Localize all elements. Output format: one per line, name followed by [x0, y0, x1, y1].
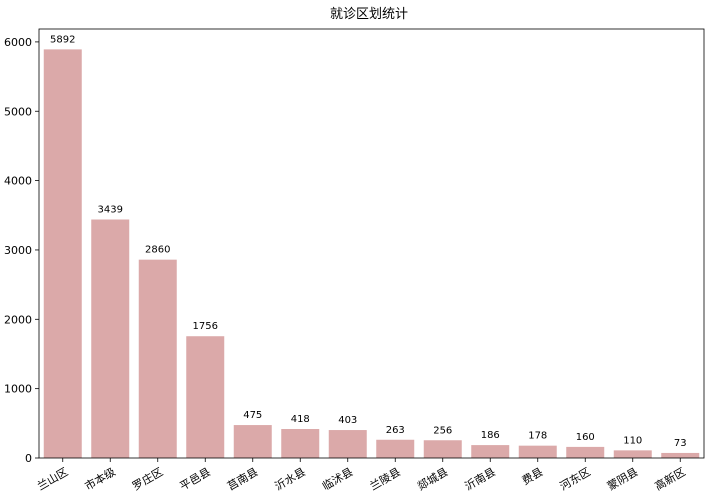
- data-label-14: 73: [674, 438, 687, 449]
- x-tick-label-8: 兰陵县: [368, 465, 403, 493]
- x-tick-label-4: 平邑县: [178, 465, 213, 493]
- data-label-4: 1756: [193, 321, 218, 332]
- y-tick-label-7: 6000: [4, 36, 32, 49]
- x-tick-label-12: 河东区: [558, 465, 593, 493]
- bar-9: [423, 440, 462, 458]
- x-tick-label-2: 市本级: [82, 464, 118, 493]
- x-tick-label-14: 高新区: [652, 464, 688, 493]
- data-label-2: 3439: [98, 205, 123, 216]
- y-tick-label-2: 1000: [4, 383, 32, 396]
- x-tick-label-3: 罗庄区: [130, 464, 166, 493]
- y-tick-label-5: 4000: [4, 175, 32, 188]
- plot-area: 5892 兰山区 3439 市本级 2860 罗庄区 1756 平邑县 475 莒南县 418 沂水县…: [4, 28, 705, 493]
- y-tick-label-3: 2000: [4, 313, 32, 326]
- bar-12: [566, 446, 605, 458]
- bar-2: [91, 219, 130, 458]
- x-tick-label-13: 蒙阴县: [605, 465, 640, 493]
- data-label-13: 110: [623, 435, 642, 446]
- data-label-5: 475: [243, 410, 262, 421]
- data-label-3: 2860: [145, 245, 170, 256]
- x-tick-label-6: 沂水县: [273, 465, 308, 493]
- plot-frame: [38, 28, 705, 459]
- y-tick-label-4: 3000: [4, 244, 32, 257]
- bar-1: [43, 49, 82, 458]
- bar-14: [661, 452, 700, 458]
- data-label-1: 5892: [50, 34, 75, 45]
- bar-8: [376, 439, 415, 458]
- x-tick-label-9: 郯城县: [415, 464, 451, 493]
- data-label-10: 186: [481, 430, 500, 441]
- data-label-8: 263: [386, 425, 405, 436]
- y-tick-label-1: 0: [25, 452, 32, 465]
- data-label-9: 256: [433, 425, 452, 436]
- bar-13: [613, 450, 652, 458]
- data-label-6: 418: [291, 414, 310, 425]
- bar-4: [186, 336, 225, 458]
- x-tick-label-7: 临沭县: [320, 464, 356, 493]
- chart-title: 就诊区划统计: [330, 7, 408, 22]
- data-label-11: 178: [528, 431, 547, 442]
- x-tick-label-11: 费县: [520, 465, 546, 487]
- bar-5: [233, 425, 272, 458]
- y-tick-label-6: 5000: [4, 105, 32, 118]
- bar-6: [281, 429, 320, 458]
- x-tick-label-1: 兰山区: [35, 465, 70, 493]
- bar-7: [328, 430, 367, 458]
- bar-10: [471, 445, 510, 458]
- data-label-12: 160: [576, 432, 595, 443]
- bar-3: [138, 259, 177, 458]
- x-tick-label-10: 沂南县: [463, 465, 498, 493]
- x-tick-label-5: 莒南县: [225, 465, 260, 493]
- bar-11: [518, 445, 557, 458]
- data-label-7: 403: [338, 415, 357, 426]
